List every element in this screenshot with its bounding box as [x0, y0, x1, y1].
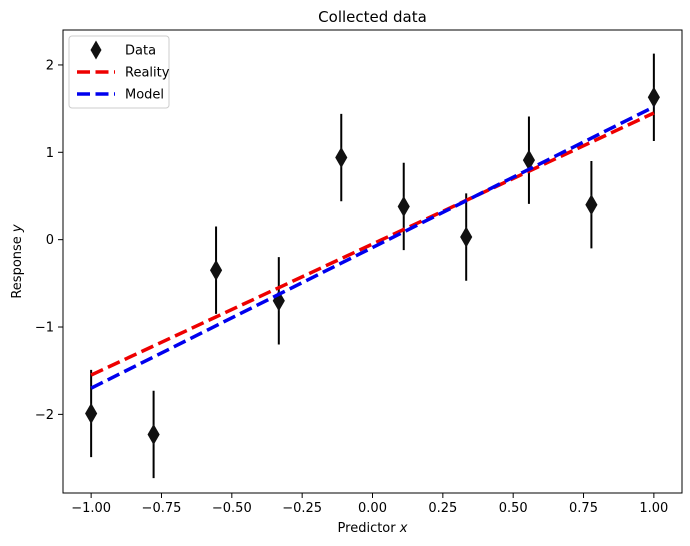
- y-tick-label: −2: [35, 408, 54, 423]
- x-tick-label: −0.25: [282, 501, 322, 516]
- data-point: [585, 194, 598, 216]
- x-tick-label: 1.00: [639, 501, 668, 516]
- legend: Data Reality Model: [68, 35, 170, 109]
- legend-label-reality: Reality: [125, 66, 170, 81]
- data-point: [397, 195, 410, 217]
- x-tick-label: −1.00: [71, 501, 111, 516]
- legend-label-data: Data: [125, 44, 156, 59]
- chart-title: Collected data: [318, 8, 427, 26]
- data-point: [522, 149, 536, 171]
- plot-content: [85, 53, 660, 479]
- x-axis-label: Predictor x: [338, 521, 408, 536]
- legend-key-data: [90, 40, 102, 60]
- x-axis-label-var: x: [399, 521, 408, 536]
- x-tick-label: 0.25: [428, 501, 457, 516]
- data-point: [335, 147, 348, 169]
- y-tick-label: 2: [46, 58, 54, 73]
- data-point: [85, 403, 98, 425]
- y-axis-label-var: y: [10, 224, 25, 233]
- y-tick-label: −1: [35, 321, 54, 336]
- x-axis-label-text: Predictor: [338, 521, 400, 536]
- y-axis-label: Response y: [10, 224, 25, 299]
- x-tick-label: 0.50: [499, 501, 528, 516]
- y-axis-label-text: Response: [10, 232, 25, 299]
- axes: −1.00 −0.75 −0.50 −0.25 0.00 0.25 0.50 0.75 1.00…: [35, 29, 683, 516]
- x-tick-label: 0.00: [358, 501, 387, 516]
- y-tick-label: 1: [46, 146, 54, 161]
- series-line-reality: [90, 111, 655, 377]
- plot-area: [85, 53, 660, 479]
- x-tick-label: −0.75: [142, 501, 182, 516]
- y-tick-label: 0: [46, 233, 54, 248]
- x-tick-label: −0.50: [212, 501, 252, 516]
- data-point: [460, 226, 473, 248]
- series-line-model: [90, 105, 655, 390]
- data-point: [647, 86, 660, 108]
- data-point: [147, 423, 160, 445]
- legend-label-model: Model: [125, 88, 164, 103]
- data-point: [209, 259, 223, 281]
- x-tick-label: 0.75: [569, 501, 598, 516]
